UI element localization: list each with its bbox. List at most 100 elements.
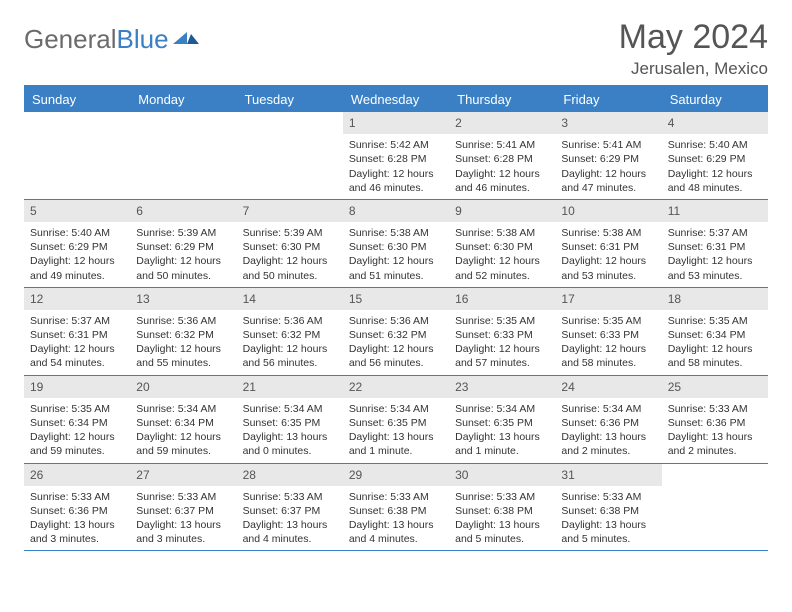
daylight-text: Daylight: 12 hours and 46 minutes. <box>455 167 549 195</box>
day-cell: 21Sunrise: 5:34 AMSunset: 6:35 PMDayligh… <box>237 376 343 463</box>
daylight-text: Daylight: 12 hours and 56 minutes. <box>243 342 337 370</box>
sunrise-text: Sunrise: 5:34 AM <box>349 402 443 416</box>
day-body: Sunrise: 5:38 AMSunset: 6:31 PMDaylight:… <box>555 224 661 287</box>
title-block: May 2024 Jerusalen, Mexico <box>619 18 768 79</box>
brand-flag-icon <box>173 28 199 51</box>
day-body: Sunrise: 5:39 AMSunset: 6:29 PMDaylight:… <box>130 224 236 287</box>
day-body: Sunrise: 5:33 AMSunset: 6:37 PMDaylight:… <box>237 488 343 551</box>
day-cell: 16Sunrise: 5:35 AMSunset: 6:33 PMDayligh… <box>449 288 555 375</box>
sunset-text: Sunset: 6:34 PM <box>668 328 762 342</box>
day-cell: 8Sunrise: 5:38 AMSunset: 6:30 PMDaylight… <box>343 200 449 287</box>
day-cell: 23Sunrise: 5:34 AMSunset: 6:35 PMDayligh… <box>449 376 555 463</box>
day-cell: 11Sunrise: 5:37 AMSunset: 6:31 PMDayligh… <box>662 200 768 287</box>
day-cell: 5Sunrise: 5:40 AMSunset: 6:29 PMDaylight… <box>24 200 130 287</box>
day-body: Sunrise: 5:37 AMSunset: 6:31 PMDaylight:… <box>24 312 130 375</box>
sunrise-text: Sunrise: 5:38 AM <box>561 226 655 240</box>
sunset-text: Sunset: 6:35 PM <box>455 416 549 430</box>
weekday-header: Thursday <box>449 87 555 112</box>
day-cell: 14Sunrise: 5:36 AMSunset: 6:32 PMDayligh… <box>237 288 343 375</box>
day-body: Sunrise: 5:40 AMSunset: 6:29 PMDaylight:… <box>662 136 768 199</box>
day-number: 7 <box>237 200 343 222</box>
daylight-text: Daylight: 12 hours and 48 minutes. <box>668 167 762 195</box>
sunset-text: Sunset: 6:34 PM <box>136 416 230 430</box>
sunrise-text: Sunrise: 5:40 AM <box>668 138 762 152</box>
day-number: 13 <box>130 288 236 310</box>
day-body: Sunrise: 5:34 AMSunset: 6:35 PMDaylight:… <box>237 400 343 463</box>
day-cell: 1Sunrise: 5:42 AMSunset: 6:28 PMDaylight… <box>343 112 449 199</box>
day-cell: 27Sunrise: 5:33 AMSunset: 6:37 PMDayligh… <box>130 464 236 551</box>
day-body: Sunrise: 5:40 AMSunset: 6:29 PMDaylight:… <box>24 224 130 287</box>
day-number: 16 <box>449 288 555 310</box>
weekday-header: Friday <box>555 87 661 112</box>
calendar: Sunday Monday Tuesday Wednesday Thursday… <box>24 85 768 551</box>
day-body: Sunrise: 5:34 AMSunset: 6:35 PMDaylight:… <box>449 400 555 463</box>
sunrise-text: Sunrise: 5:34 AM <box>136 402 230 416</box>
day-cell <box>662 464 768 551</box>
day-cell: 24Sunrise: 5:34 AMSunset: 6:36 PMDayligh… <box>555 376 661 463</box>
day-body: Sunrise: 5:34 AMSunset: 6:34 PMDaylight:… <box>130 400 236 463</box>
day-body: Sunrise: 5:36 AMSunset: 6:32 PMDaylight:… <box>130 312 236 375</box>
day-cell: 17Sunrise: 5:35 AMSunset: 6:33 PMDayligh… <box>555 288 661 375</box>
day-body: Sunrise: 5:35 AMSunset: 6:34 PMDaylight:… <box>24 400 130 463</box>
sunrise-text: Sunrise: 5:35 AM <box>561 314 655 328</box>
daylight-text: Daylight: 13 hours and 0 minutes. <box>243 430 337 458</box>
sunrise-text: Sunrise: 5:33 AM <box>561 490 655 504</box>
sunrise-text: Sunrise: 5:33 AM <box>136 490 230 504</box>
daylight-text: Daylight: 12 hours and 54 minutes. <box>30 342 124 370</box>
day-body: Sunrise: 5:33 AMSunset: 6:38 PMDaylight:… <box>449 488 555 551</box>
sunrise-text: Sunrise: 5:38 AM <box>455 226 549 240</box>
day-number: 8 <box>343 200 449 222</box>
day-cell: 29Sunrise: 5:33 AMSunset: 6:38 PMDayligh… <box>343 464 449 551</box>
sunrise-text: Sunrise: 5:34 AM <box>455 402 549 416</box>
sunset-text: Sunset: 6:32 PM <box>136 328 230 342</box>
day-number: 15 <box>343 288 449 310</box>
day-number: 2 <box>449 112 555 134</box>
day-body: Sunrise: 5:38 AMSunset: 6:30 PMDaylight:… <box>449 224 555 287</box>
sunset-text: Sunset: 6:30 PM <box>455 240 549 254</box>
sunset-text: Sunset: 6:30 PM <box>349 240 443 254</box>
daylight-text: Daylight: 12 hours and 49 minutes. <box>30 254 124 282</box>
sunset-text: Sunset: 6:28 PM <box>455 152 549 166</box>
daylight-text: Daylight: 12 hours and 51 minutes. <box>349 254 443 282</box>
weekday-header: Wednesday <box>343 87 449 112</box>
day-body: Sunrise: 5:33 AMSunset: 6:36 PMDaylight:… <box>24 488 130 551</box>
sunrise-text: Sunrise: 5:35 AM <box>30 402 124 416</box>
daylight-text: Daylight: 12 hours and 59 minutes. <box>136 430 230 458</box>
day-number: 23 <box>449 376 555 398</box>
day-number: 10 <box>555 200 661 222</box>
sunrise-text: Sunrise: 5:34 AM <box>243 402 337 416</box>
day-number: 29 <box>343 464 449 486</box>
day-body: Sunrise: 5:33 AMSunset: 6:37 PMDaylight:… <box>130 488 236 551</box>
sunrise-text: Sunrise: 5:39 AM <box>136 226 230 240</box>
day-body: Sunrise: 5:41 AMSunset: 6:29 PMDaylight:… <box>555 136 661 199</box>
weeks-container: 1Sunrise: 5:42 AMSunset: 6:28 PMDaylight… <box>24 112 768 551</box>
daylight-text: Daylight: 12 hours and 53 minutes. <box>668 254 762 282</box>
brand-text: GeneralBlue <box>24 24 169 55</box>
sunset-text: Sunset: 6:29 PM <box>668 152 762 166</box>
day-cell: 18Sunrise: 5:35 AMSunset: 6:34 PMDayligh… <box>662 288 768 375</box>
weekday-header-row: Sunday Monday Tuesday Wednesday Thursday… <box>24 87 768 112</box>
sunrise-text: Sunrise: 5:36 AM <box>243 314 337 328</box>
day-number: 28 <box>237 464 343 486</box>
sunrise-text: Sunrise: 5:39 AM <box>243 226 337 240</box>
daylight-text: Daylight: 13 hours and 2 minutes. <box>668 430 762 458</box>
day-number: 17 <box>555 288 661 310</box>
brand-logo: GeneralBlue <box>24 18 199 55</box>
week-row: 5Sunrise: 5:40 AMSunset: 6:29 PMDaylight… <box>24 200 768 288</box>
weekday-header: Saturday <box>662 87 768 112</box>
sunrise-text: Sunrise: 5:41 AM <box>561 138 655 152</box>
daylight-text: Daylight: 13 hours and 1 minute. <box>455 430 549 458</box>
day-body: Sunrise: 5:41 AMSunset: 6:28 PMDaylight:… <box>449 136 555 199</box>
sunset-text: Sunset: 6:36 PM <box>30 504 124 518</box>
day-body: Sunrise: 5:36 AMSunset: 6:32 PMDaylight:… <box>237 312 343 375</box>
brand-part2: Blue <box>117 24 169 54</box>
day-body: Sunrise: 5:34 AMSunset: 6:36 PMDaylight:… <box>555 400 661 463</box>
day-body: Sunrise: 5:37 AMSunset: 6:31 PMDaylight:… <box>662 224 768 287</box>
daylight-text: Daylight: 13 hours and 3 minutes. <box>136 518 230 546</box>
day-number: 31 <box>555 464 661 486</box>
day-body: Sunrise: 5:34 AMSunset: 6:35 PMDaylight:… <box>343 400 449 463</box>
sunset-text: Sunset: 6:38 PM <box>455 504 549 518</box>
day-number: 9 <box>449 200 555 222</box>
day-cell: 4Sunrise: 5:40 AMSunset: 6:29 PMDaylight… <box>662 112 768 199</box>
weekday-header: Sunday <box>24 87 130 112</box>
